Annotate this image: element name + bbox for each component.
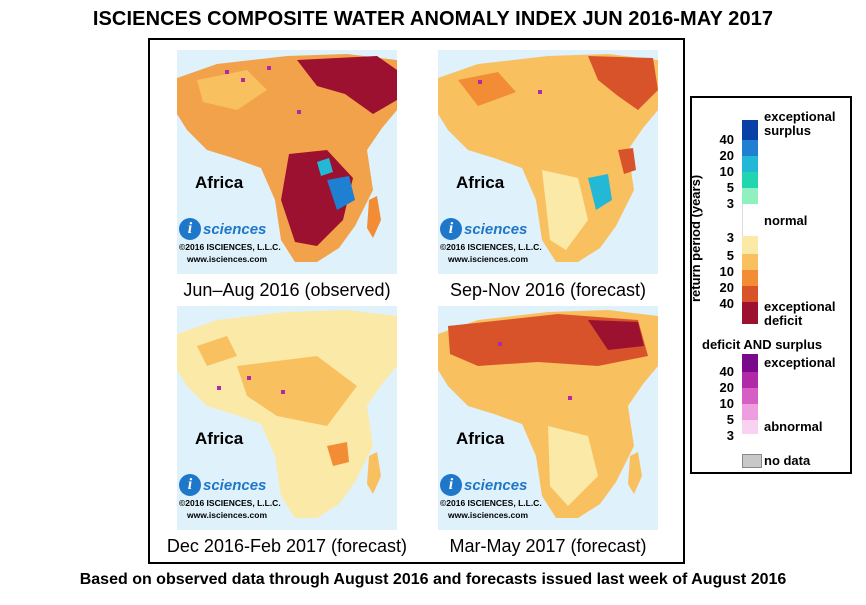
swatch-deficit-5: [742, 302, 758, 324]
map-panel-4: Africa i sciences ©2016 ISCIENCES, L.L.C…: [438, 306, 658, 530]
surplus-tick: 10: [719, 164, 734, 179]
url-text: www.isciences.com: [448, 254, 528, 264]
url-text: www.isciences.com: [187, 510, 267, 520]
logo-text: sciences: [203, 220, 267, 238]
legend-surplus-label: exceptional surplus: [764, 109, 836, 138]
page-title: ISCIENCES COMPOSITE WATER ANOMALY INDEX …: [92, 8, 774, 30]
swatch-surplus-4: [742, 172, 758, 188]
isciences-logo: i sciences: [440, 218, 527, 240]
swatch-deficit-1: [742, 236, 758, 254]
africa-map-jun-aug-2016: [177, 50, 397, 274]
swatch-surplus-3: [742, 156, 758, 172]
africa-map-sep-nov-2016: [438, 50, 658, 274]
copyright-text: ©2016 ISCIENCES, L.L.C.: [179, 498, 281, 508]
map-panel-3: Africa i sciences ©2016 ISCIENCES, L.L.C…: [177, 306, 397, 530]
deficit-tick: 5: [726, 248, 734, 263]
swatch-surplus-2: [742, 140, 758, 156]
region-label: Africa: [195, 429, 244, 448]
url-text: www.isciences.com: [187, 254, 267, 264]
region-label: Africa: [456, 429, 505, 448]
caption-panel-4: Mar-May 2017 (forecast): [449, 536, 647, 556]
deficit-tick: 40: [719, 296, 734, 311]
info-icon: i: [440, 218, 462, 240]
swatch-both-3: [742, 388, 758, 404]
legend-both-bottom: abnormal: [764, 419, 823, 434]
swatch-both-5: [742, 420, 758, 434]
legend-both-top: exceptional: [764, 355, 836, 370]
swatch-deficit-4: [742, 286, 758, 302]
footer-note: Based on observed data through August 20…: [79, 571, 787, 588]
swatch-nodata: [742, 454, 762, 468]
caption-panel-2: Sep-Nov 2016 (forecast): [449, 280, 647, 300]
map-panel-2: Africa i sciences ©2016 ISCIENCES, L.L.C…: [438, 50, 658, 274]
logo-text: sciences: [203, 476, 267, 494]
both-tick: 20: [719, 380, 734, 395]
region-label: Africa: [195, 173, 244, 192]
swatch-both-2: [742, 372, 758, 388]
caption-panel-3: Dec 2016-Feb 2017 (forecast): [166, 536, 408, 556]
swatch-surplus-1: [742, 120, 758, 140]
surplus-tick: 40: [719, 132, 734, 147]
africa-map-mar-may-2017: [438, 306, 658, 530]
both-tick: 10: [719, 396, 734, 411]
isciences-logo: i sciences: [440, 474, 527, 496]
swatch-both-4: [742, 404, 758, 420]
info-icon: i: [179, 474, 201, 496]
swatch-both-1: [742, 354, 758, 372]
info-icon: i: [179, 218, 201, 240]
swatch-normal: [742, 204, 759, 236]
surplus-tick: 20: [719, 148, 734, 163]
isciences-logo: i sciences: [179, 474, 266, 496]
copyright-text: ©2016 ISCIENCES, L.L.C.: [179, 242, 281, 252]
map-panel-1: Africa i sciences ©2016 ISCIENCES, L.L.C…: [177, 50, 397, 274]
swatch-deficit-2: [742, 254, 758, 270]
surplus-tick: 3: [726, 196, 734, 211]
surplus-tick: 5: [726, 180, 734, 195]
caption-panel-1: Jun–Aug 2016 (observed): [183, 280, 391, 300]
swatch-surplus-5: [742, 188, 758, 204]
legend-both-title: deficit AND surplus: [702, 337, 823, 352]
maps-frame: Africa i sciences ©2016 ISCIENCES, L.L.C…: [148, 38, 685, 564]
info-icon: i: [440, 474, 462, 496]
swatch-deficit-3: [742, 270, 758, 286]
legend: return period (years) exceptional surplu…: [688, 96, 852, 474]
both-tick: 5: [726, 412, 734, 427]
logo-text: sciences: [464, 220, 528, 238]
deficit-tick: 20: [719, 280, 734, 295]
url-text: www.isciences.com: [448, 510, 528, 520]
legend-axis-label: return period (years): [688, 174, 703, 302]
both-tick: 40: [719, 364, 734, 379]
legend-deficit-label: exceptional deficit: [764, 299, 836, 328]
isciences-logo: i sciences: [179, 218, 266, 240]
deficit-tick: 10: [719, 264, 734, 279]
africa-map-dec-feb-2017: [177, 306, 397, 530]
legend-normal-label: normal: [764, 213, 808, 228]
legend-nodata-label: no data: [764, 453, 811, 468]
copyright-text: ©2016 ISCIENCES, L.L.C.: [440, 498, 542, 508]
both-tick: 3: [726, 428, 734, 443]
deficit-tick: 3: [726, 230, 734, 245]
copyright-text: ©2016 ISCIENCES, L.L.C.: [440, 242, 542, 252]
region-label: Africa: [456, 173, 505, 192]
logo-text: sciences: [464, 476, 528, 494]
